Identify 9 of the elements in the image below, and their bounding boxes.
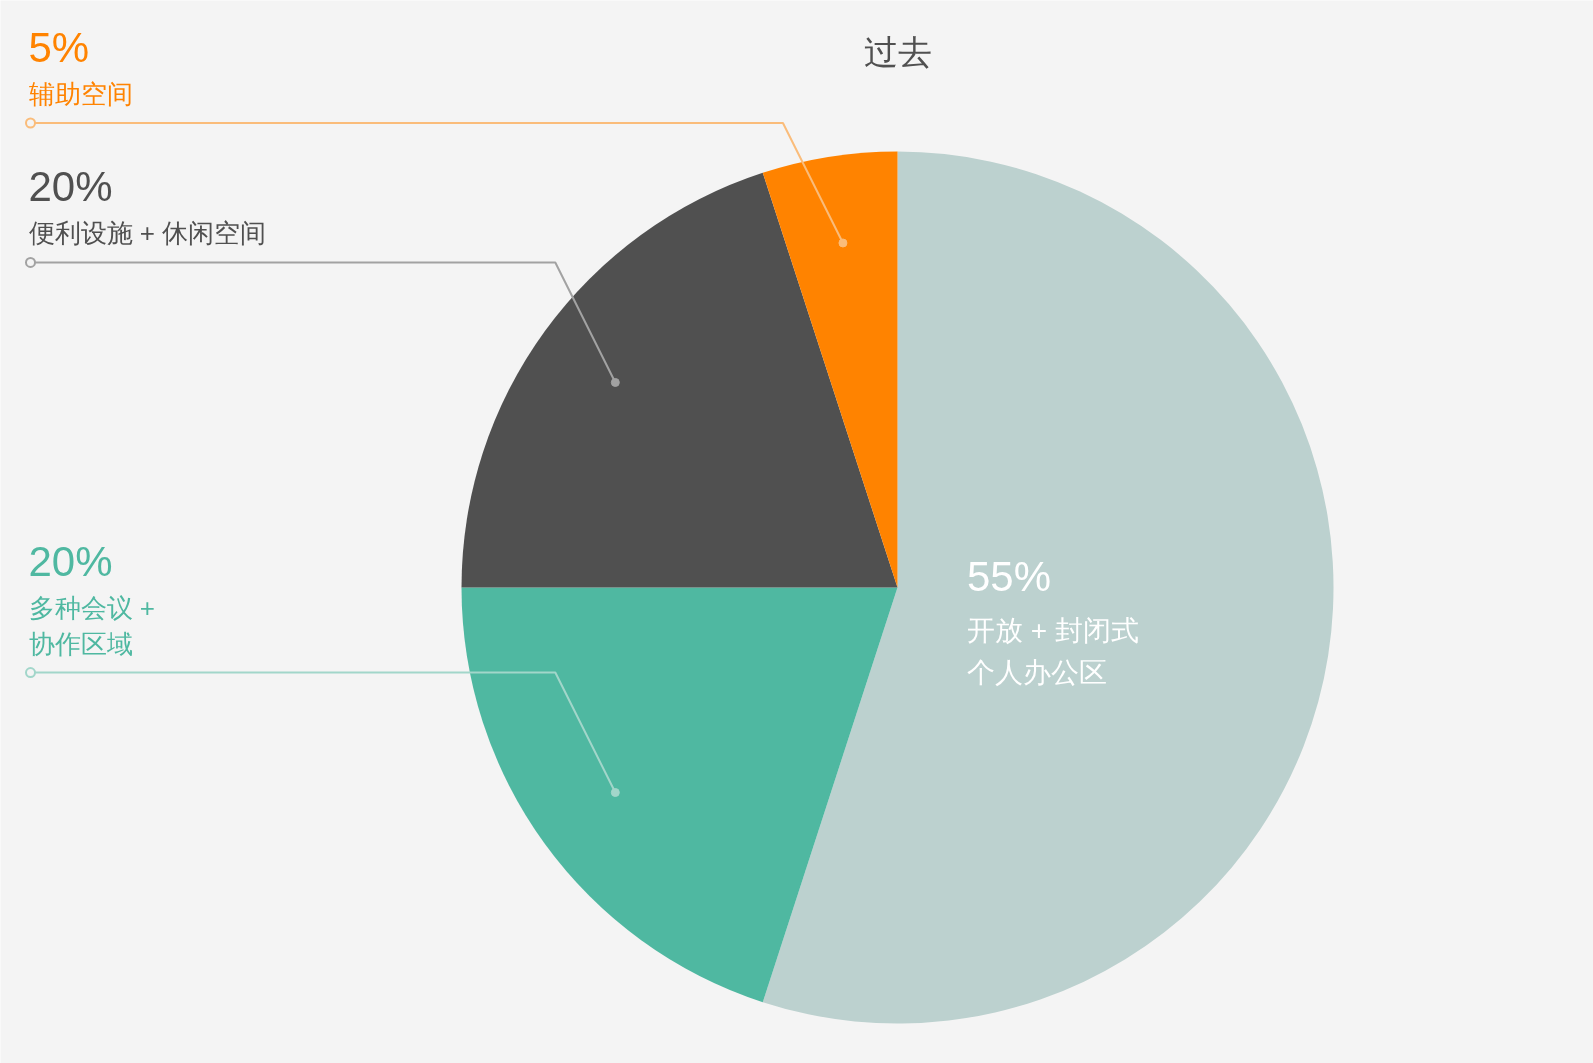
slice-label: 多种会议 + 协作区域	[28, 592, 155, 659]
slice-label: 便利设施 + 休闲空间	[28, 218, 267, 249]
data-label: 55%	[967, 552, 1052, 600]
slice-label: 辅助空间	[28, 78, 133, 109]
slice-label: 开放 + 封闭式个人办公区	[967, 614, 1139, 688]
data-label: 5%	[28, 23, 90, 71]
data-label: 20%	[28, 537, 113, 585]
chart-title: 过去	[863, 32, 932, 71]
data-label: 20%	[28, 163, 113, 211]
